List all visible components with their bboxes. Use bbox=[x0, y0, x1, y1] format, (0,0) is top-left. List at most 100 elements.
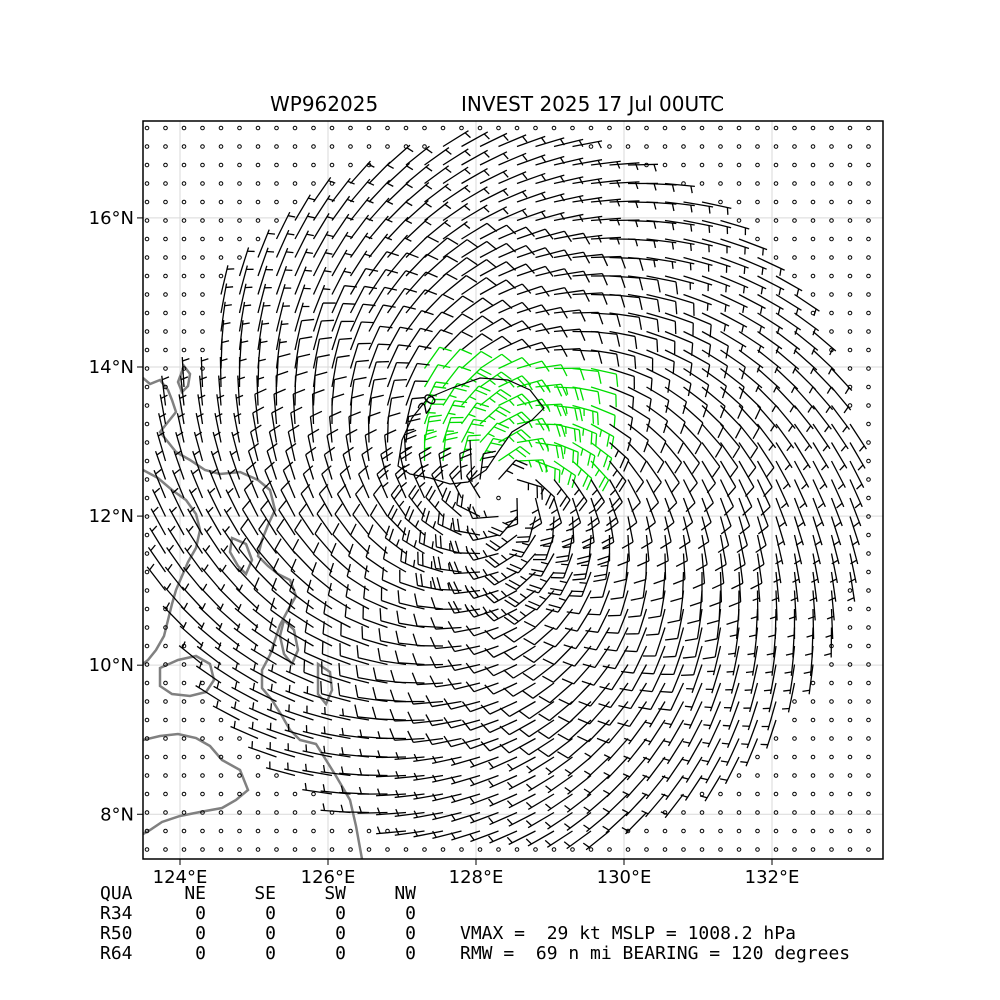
wind-barb bbox=[298, 502, 315, 536]
wind-barb bbox=[339, 465, 352, 499]
wind-barb bbox=[812, 368, 835, 394]
wind-barb bbox=[321, 706, 351, 721]
calm-circle bbox=[181, 791, 187, 797]
wind-barb bbox=[216, 603, 240, 628]
calm-circle bbox=[218, 218, 224, 223]
wind-barb bbox=[564, 756, 592, 777]
calm-circle bbox=[755, 181, 760, 186]
wind-barb bbox=[498, 226, 535, 240]
wind-barb bbox=[662, 627, 685, 658]
wind-barb bbox=[604, 627, 629, 652]
wind-barb bbox=[498, 152, 528, 166]
wind-barb-strong bbox=[572, 423, 598, 447]
calm-circle bbox=[847, 403, 853, 408]
wind-barb bbox=[561, 664, 592, 685]
calm-circle bbox=[866, 181, 871, 186]
wind-barb bbox=[331, 376, 347, 406]
wind-barb bbox=[312, 371, 328, 406]
wind-barb bbox=[146, 563, 167, 591]
wind-barb bbox=[849, 442, 866, 471]
calm-circle bbox=[829, 218, 834, 223]
wind-barb-strong bbox=[442, 416, 464, 443]
x-tick-label: 128°E bbox=[449, 867, 504, 888]
calm-circle bbox=[144, 717, 150, 723]
wind-barb bbox=[701, 349, 729, 379]
wind-barb bbox=[555, 534, 574, 564]
wind-barb bbox=[811, 553, 820, 584]
calm-circle bbox=[810, 810, 816, 815]
calm-circle bbox=[329, 125, 335, 131]
wind-barb bbox=[646, 256, 677, 269]
gridlines bbox=[143, 121, 883, 859]
wind-barb bbox=[661, 775, 685, 801]
wind-barb bbox=[572, 553, 592, 581]
wind-barb bbox=[375, 731, 407, 740]
wind-barb bbox=[270, 597, 296, 629]
wind-barb bbox=[352, 503, 370, 536]
wind-barb bbox=[349, 342, 371, 369]
calm-circle bbox=[200, 199, 205, 205]
calm-circle bbox=[533, 125, 538, 131]
calm-circle bbox=[403, 125, 409, 131]
calm-circle bbox=[144, 773, 150, 778]
calm-circle bbox=[237, 236, 242, 242]
wind-barb bbox=[824, 627, 833, 658]
calm-circle bbox=[181, 329, 187, 334]
calm-circle bbox=[866, 810, 871, 815]
calm-circle bbox=[866, 199, 871, 205]
wind-barb bbox=[405, 289, 438, 314]
calm-circle bbox=[866, 643, 871, 649]
wind-barb bbox=[231, 431, 241, 462]
wind-barb bbox=[405, 345, 432, 369]
wind-barb bbox=[775, 275, 803, 297]
wind-barb bbox=[386, 344, 412, 369]
wind-barb bbox=[257, 265, 273, 295]
table-cell: 0 bbox=[195, 943, 206, 964]
wind-barb bbox=[320, 803, 351, 814]
calm-circle bbox=[810, 181, 816, 186]
wind-barb-strong bbox=[572, 367, 602, 384]
calm-circle bbox=[773, 144, 779, 149]
calm-circle bbox=[144, 532, 150, 538]
wind-barb bbox=[321, 661, 351, 684]
wind-barb bbox=[181, 357, 190, 388]
wind-barb bbox=[387, 162, 414, 184]
wind-barb bbox=[682, 479, 696, 513]
calm-circle bbox=[200, 162, 205, 168]
wind-barb bbox=[794, 368, 817, 394]
wind-barb bbox=[793, 460, 810, 490]
calm-circle bbox=[200, 310, 205, 316]
wind-barb bbox=[237, 375, 246, 406]
calm-circle bbox=[181, 181, 187, 186]
wind-barb bbox=[294, 230, 314, 258]
calm-circle bbox=[200, 329, 205, 334]
calm-circle bbox=[847, 310, 853, 316]
wind-barb bbox=[321, 465, 333, 499]
calm-circle bbox=[644, 847, 649, 852]
wind-barb bbox=[328, 410, 342, 443]
calm-circle bbox=[755, 773, 760, 778]
wind-barb bbox=[681, 645, 703, 676]
calm-circle bbox=[163, 754, 168, 760]
wind-barb bbox=[498, 301, 532, 314]
calm-circle bbox=[274, 125, 279, 131]
wind-barb bbox=[544, 608, 574, 631]
wind-barb bbox=[320, 726, 351, 740]
wind-barb bbox=[193, 431, 204, 462]
wind-barb bbox=[516, 341, 550, 353]
wind-barb bbox=[275, 247, 294, 277]
calm-circle bbox=[810, 773, 816, 778]
wind-barb bbox=[752, 534, 765, 572]
y-tick-label: 10°N bbox=[89, 655, 134, 676]
calm-circle bbox=[736, 144, 742, 149]
wind-barb bbox=[617, 701, 648, 727]
calm-circle bbox=[181, 736, 187, 741]
wind-barb bbox=[365, 544, 388, 573]
calm-circle bbox=[292, 810, 298, 815]
wind-barb bbox=[256, 375, 265, 406]
calm-circle bbox=[773, 847, 779, 852]
wind-barb bbox=[461, 168, 490, 185]
wind-barb bbox=[437, 511, 462, 536]
wind-barb bbox=[566, 590, 592, 615]
wind-barb bbox=[684, 608, 703, 642]
